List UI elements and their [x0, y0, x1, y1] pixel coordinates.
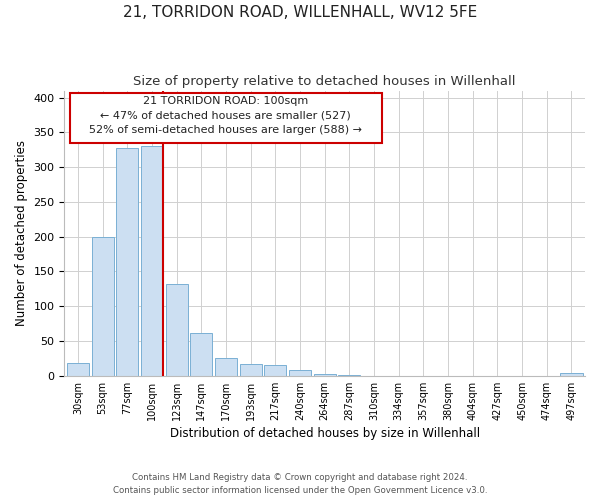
Text: 21 TORRIDON ROAD: 100sqm
← 47% of detached houses are smaller (527)
52% of semi-: 21 TORRIDON ROAD: 100sqm ← 47% of detach…	[89, 96, 362, 135]
Bar	[67, 362, 89, 376]
Text: Contains HM Land Registry data © Crown copyright and database right 2024.
Contai: Contains HM Land Registry data © Crown c…	[113, 474, 487, 495]
Bar	[141, 146, 163, 376]
Bar	[92, 236, 114, 376]
Bar	[314, 374, 336, 376]
Bar	[215, 358, 237, 376]
Text: 21, TORRIDON ROAD, WILLENHALL, WV12 5FE: 21, TORRIDON ROAD, WILLENHALL, WV12 5FE	[123, 5, 477, 20]
Y-axis label: Number of detached properties: Number of detached properties	[15, 140, 28, 326]
Bar	[116, 148, 139, 376]
Bar	[190, 332, 212, 376]
FancyBboxPatch shape	[70, 94, 382, 144]
Title: Size of property relative to detached houses in Willenhall: Size of property relative to detached ho…	[133, 75, 516, 88]
X-axis label: Distribution of detached houses by size in Willenhall: Distribution of detached houses by size …	[170, 427, 480, 440]
Bar	[560, 373, 583, 376]
Bar	[338, 375, 361, 376]
Bar	[166, 284, 188, 376]
Bar	[289, 370, 311, 376]
Bar	[239, 364, 262, 376]
Bar	[264, 364, 286, 376]
